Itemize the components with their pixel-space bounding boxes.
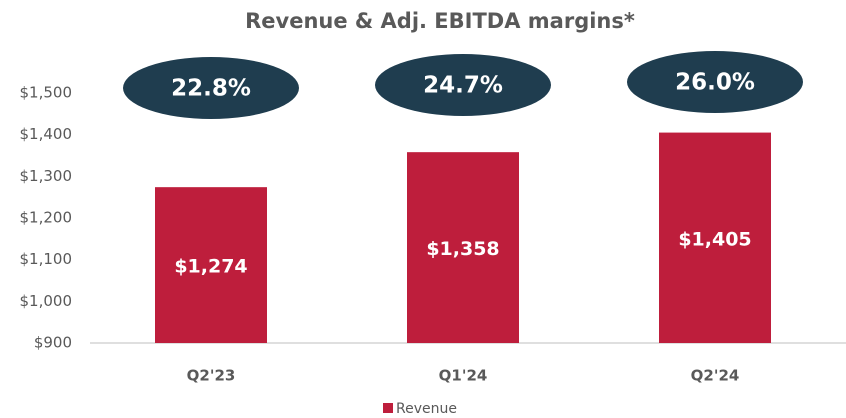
margin-label: 22.8% bbox=[171, 76, 251, 102]
value-label: $1,274 bbox=[174, 256, 247, 278]
y-tick-label: $1,100 bbox=[20, 250, 73, 268]
value-label: $1,358 bbox=[426, 238, 499, 260]
x-tick-label: Q1'24 bbox=[439, 367, 488, 385]
legend-label: Revenue bbox=[396, 401, 457, 417]
y-tick-label: $1,400 bbox=[20, 125, 73, 143]
bar bbox=[659, 132, 771, 343]
x-tick-label: Q2'23 bbox=[187, 367, 236, 385]
margin-bubble bbox=[375, 54, 551, 116]
value-label: $1,405 bbox=[678, 228, 751, 250]
margin-bubble bbox=[123, 57, 299, 119]
x-tick-label: Q2'24 bbox=[691, 367, 740, 385]
margin-label: 26.0% bbox=[675, 70, 755, 96]
legend-swatch bbox=[383, 403, 393, 413]
bar bbox=[155, 187, 267, 343]
y-tick-label: $1,300 bbox=[20, 167, 73, 185]
margin-bubble bbox=[627, 51, 803, 113]
y-tick-label: $1,000 bbox=[20, 292, 73, 310]
bar bbox=[407, 152, 519, 343]
y-tick-label: $1,500 bbox=[20, 84, 73, 102]
chart-title: Revenue & Adj. EBITDA margins* bbox=[245, 9, 635, 33]
y-tick-label: $900 bbox=[34, 334, 72, 352]
margin-label: 24.7% bbox=[423, 73, 503, 99]
y-tick-label: $1,200 bbox=[20, 209, 73, 227]
